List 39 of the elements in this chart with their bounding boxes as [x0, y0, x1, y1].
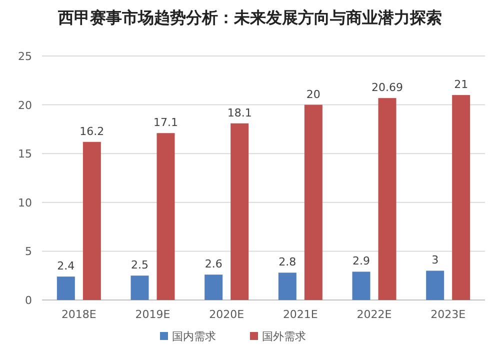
x-tick-label: 2018E [61, 308, 96, 321]
y-tick-label: 15 [18, 148, 32, 161]
legend-label: 国内需求 [172, 330, 216, 343]
data-label: 3 [432, 254, 439, 267]
y-tick-label: 10 [18, 196, 32, 210]
bar [426, 270, 444, 300]
y-tick-label: 25 [18, 50, 32, 63]
bar [278, 272, 296, 300]
y-tick-label: 5 [25, 245, 32, 258]
bar [56, 276, 75, 300]
bar [156, 133, 175, 300]
data-label: 2.4 [57, 260, 75, 273]
x-tick-label: 2020E [209, 308, 244, 321]
legend-label: 国外需求 [262, 330, 306, 343]
y-tick-label: 20 [18, 98, 32, 112]
bar [130, 276, 149, 300]
data-label: 20.69 [372, 81, 403, 94]
bar [204, 274, 223, 300]
x-tick-label: 2021E [282, 308, 318, 321]
x-tick-label: 2023E [430, 308, 466, 321]
bar [230, 123, 249, 300]
data-label: 20 [306, 88, 320, 101]
data-label: 16.2 [80, 124, 104, 138]
data-label: 18.1 [227, 106, 252, 120]
data-label: 2.8 [278, 256, 296, 269]
bar [304, 104, 322, 300]
bar [82, 142, 101, 300]
bar [378, 98, 396, 300]
data-label: 17.1 [154, 116, 178, 130]
x-tick-label: 2019E [135, 308, 170, 321]
x-tick-label: 2022E [356, 308, 392, 321]
bar [452, 95, 470, 300]
chart-title: 西甲赛事市场趋势分析：未来发展方向与商业潜力探索 [57, 8, 442, 27]
data-label: 2.5 [131, 258, 148, 272]
data-label: 21 [454, 78, 468, 92]
y-tick-label: 0 [25, 294, 32, 307]
bar [352, 272, 370, 300]
data-label: 2.9 [352, 254, 370, 268]
data-label: 2.6 [204, 258, 222, 271]
